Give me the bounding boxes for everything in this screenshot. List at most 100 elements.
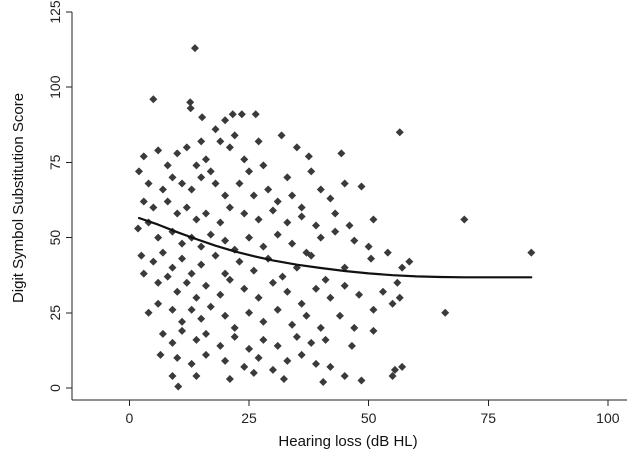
data-point [249, 191, 258, 200]
y-tick-label: 75 [47, 154, 63, 170]
data-point [297, 299, 306, 308]
data-point [345, 221, 354, 230]
data-point [367, 254, 376, 263]
data-point [154, 146, 163, 155]
data-point [192, 215, 201, 224]
x-tick-label: 0 [126, 410, 134, 426]
data-point [216, 290, 225, 299]
data-point [197, 314, 206, 323]
data-point [149, 257, 158, 266]
data-point [178, 179, 187, 188]
data-point [206, 167, 215, 176]
x-tick-label: 25 [241, 410, 257, 426]
data-point [268, 278, 277, 287]
data-point [307, 167, 316, 176]
data-point [154, 233, 163, 242]
data-point [326, 194, 335, 203]
data-point [173, 149, 182, 158]
data-point [288, 320, 297, 329]
data-point [197, 137, 206, 146]
data-point [154, 278, 163, 287]
data-point [326, 293, 335, 302]
axes [71, 12, 627, 401]
data-point [297, 212, 306, 221]
data-point [225, 203, 234, 212]
data-point [198, 113, 207, 122]
data-point [197, 173, 206, 182]
data-point [186, 104, 195, 113]
data-point [340, 281, 349, 290]
data-point [235, 179, 244, 188]
data-point [225, 275, 234, 284]
data-point [230, 332, 239, 341]
data-point [316, 323, 325, 332]
data-point [337, 149, 346, 158]
data-point [355, 290, 364, 299]
data-point [307, 251, 316, 260]
data-point [321, 275, 330, 284]
data-point [307, 338, 316, 347]
data-point [139, 269, 148, 278]
data-point [283, 287, 292, 296]
data-point [206, 302, 215, 311]
data-point [304, 152, 313, 161]
data-point [388, 371, 397, 380]
y-tick-label: 0 [47, 384, 63, 392]
data-point [390, 365, 399, 374]
data-point [340, 179, 349, 188]
data-point [316, 233, 325, 242]
data-point [187, 185, 196, 194]
data-point [245, 233, 254, 242]
data-point [393, 278, 402, 287]
trend-line-group [137, 216, 533, 279]
data-point [230, 323, 239, 332]
data-point [225, 143, 234, 152]
data-point [259, 335, 268, 344]
data-point [350, 323, 359, 332]
data-point [350, 236, 359, 245]
data-point [187, 359, 196, 368]
data-point [182, 278, 191, 287]
data-point [211, 251, 220, 260]
data-point [158, 248, 167, 257]
data-point [216, 341, 225, 350]
data-point [292, 143, 301, 152]
data-point [206, 230, 215, 239]
data-point [292, 332, 301, 341]
data-point [139, 152, 148, 161]
data-point [364, 242, 373, 251]
data-point [158, 329, 167, 338]
data-point [178, 239, 187, 248]
data-point [201, 155, 210, 164]
data-point [254, 293, 263, 302]
data-point [190, 44, 199, 53]
data-point [302, 311, 311, 320]
data-point [331, 209, 340, 218]
data-point [369, 326, 378, 335]
x-tick-label: 75 [480, 410, 496, 426]
data-point [283, 218, 292, 227]
data-point [156, 350, 165, 359]
data-point [182, 143, 191, 152]
data-point [319, 377, 328, 386]
data-point [278, 272, 287, 281]
y-tick-label: 100 [47, 75, 63, 99]
data-point [178, 317, 187, 326]
data-point [331, 227, 340, 236]
data-point [225, 374, 234, 383]
data-point [240, 209, 249, 218]
data-point [357, 182, 366, 191]
data-point [228, 110, 237, 119]
data-point [221, 191, 230, 200]
data-point [178, 254, 187, 263]
x-tick-label: 100 [596, 410, 620, 426]
data-point [168, 371, 177, 380]
data-point [249, 368, 258, 377]
data-point [340, 371, 349, 380]
data-point [240, 284, 249, 293]
data-point [173, 353, 182, 362]
data-point [335, 311, 344, 320]
data-point [321, 335, 330, 344]
